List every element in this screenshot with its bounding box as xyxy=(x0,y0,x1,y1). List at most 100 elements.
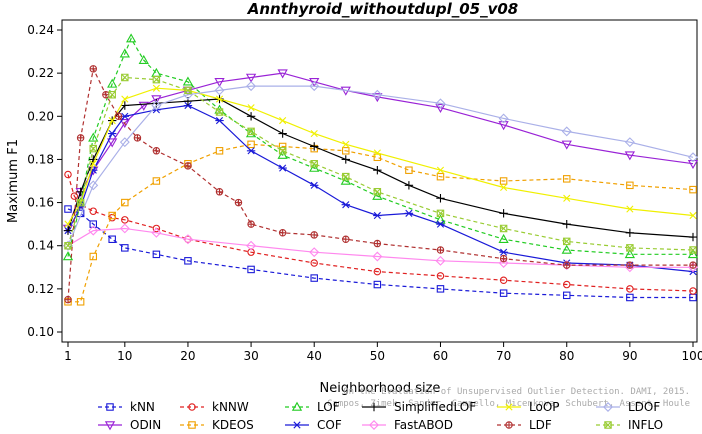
data-point-knnw xyxy=(152,224,161,233)
data-point-ldf xyxy=(278,229,287,237)
legend-marker xyxy=(603,402,613,412)
x-tick-label: 30 xyxy=(243,349,258,363)
data-point-inflo xyxy=(499,224,508,233)
credit-line-1: Campos, Zimek, Sander, Campello, Micenko… xyxy=(327,399,690,409)
data-point-odin xyxy=(561,140,572,150)
y-axis: 0.10 0.12 0.14 0.16 0.18 0.20 0.22 0.24 xyxy=(27,23,62,339)
data-point-cof xyxy=(246,147,256,155)
data-point-simplifiedlof xyxy=(341,155,350,164)
credit-line-2: On the Evaluation of Unsupervised Outlie… xyxy=(343,387,690,397)
data-point-knnw xyxy=(373,267,382,276)
y-tick-label: 0.10 xyxy=(27,325,54,339)
data-point-inflo xyxy=(562,237,571,246)
data-point-loop xyxy=(626,205,634,213)
data-point-lof xyxy=(340,175,351,185)
data-point-odin xyxy=(309,78,320,88)
legend-label: COF xyxy=(317,418,342,432)
data-point-loop xyxy=(247,104,255,112)
legend-label: SimplifiedLOF xyxy=(394,400,476,414)
y-tick-label: 0.16 xyxy=(27,196,54,210)
series-line-knn xyxy=(67,208,693,299)
series-loop xyxy=(64,84,697,228)
data-point-kdeos xyxy=(342,147,350,155)
data-point-knnw xyxy=(499,276,508,284)
chart-title: Annthyroid_withoutdupl_05_v08 xyxy=(247,0,519,18)
legend-marker xyxy=(291,401,303,411)
data-point-knnw xyxy=(626,285,634,293)
data-point-knnw xyxy=(64,170,72,179)
legend-label: LOF xyxy=(317,400,340,414)
data-point-fastabod xyxy=(435,255,446,266)
data-point-ldf xyxy=(626,261,634,269)
data-point-inflo xyxy=(64,241,72,250)
data-point-simplifiedlof xyxy=(625,228,635,237)
data-point-ldf xyxy=(152,147,161,155)
data-point-knn xyxy=(152,250,161,259)
data-point-ldof xyxy=(309,81,320,92)
data-point-kdeos xyxy=(689,185,697,194)
data-point-knn xyxy=(626,293,634,302)
legend-marker xyxy=(292,421,302,429)
data-point-ldf xyxy=(247,220,255,228)
data-point-odin xyxy=(624,151,636,161)
data-point-loop xyxy=(108,117,116,125)
data-point-inflo xyxy=(108,90,116,99)
data-point-lof xyxy=(624,249,636,259)
data-point-kdeos xyxy=(215,147,224,155)
data-point-kdeos xyxy=(436,172,445,181)
data-point-knnw xyxy=(247,248,255,256)
data-point-inflo xyxy=(184,86,192,95)
series-layer xyxy=(62,33,699,306)
data-point-knn xyxy=(499,289,508,297)
data-point-ldf xyxy=(234,198,243,207)
data-point-knn xyxy=(184,257,192,265)
legend-item-kdeos: KDEOS xyxy=(180,418,254,432)
data-point-fastabod xyxy=(88,225,99,236)
data-point-lof xyxy=(372,190,383,200)
data-point-knn xyxy=(121,244,129,252)
data-point-simplifiedlof xyxy=(278,129,287,138)
legend-marker xyxy=(104,421,116,431)
data-point-loop xyxy=(121,95,129,103)
legend-label: LDF xyxy=(529,418,552,432)
data-point-kdeos xyxy=(76,298,85,306)
y-tick-label: 0.18 xyxy=(27,152,54,166)
data-point-knnw xyxy=(121,216,129,224)
legend: kNN ODIN kNNW KDEOS LOF COF SimplifiedLOF FastA… xyxy=(98,400,663,432)
series-line-ldof xyxy=(67,85,694,246)
data-point-ldf xyxy=(689,261,697,269)
data-point-kdeos xyxy=(121,198,129,207)
data-point-cof xyxy=(499,248,508,256)
data-point-kdeos xyxy=(108,211,116,220)
data-point-simplifiedlof xyxy=(63,226,73,235)
legend-label: LoOP xyxy=(529,400,560,414)
data-point-fastabod xyxy=(182,234,193,245)
data-point-inflo xyxy=(89,144,98,153)
data-point-simplifiedlof xyxy=(373,166,382,175)
data-point-ldf xyxy=(436,246,445,254)
x-tick-label: 80 xyxy=(559,349,574,363)
data-point-inflo xyxy=(247,127,255,136)
data-point-ldf xyxy=(310,231,318,239)
legend-label: LDOF xyxy=(628,400,660,414)
data-point-knn xyxy=(562,291,571,300)
data-point-loop xyxy=(215,95,224,103)
data-point-lof xyxy=(435,214,446,224)
data-point-cof xyxy=(310,181,319,189)
data-point-inflo xyxy=(310,159,318,168)
data-point-odin xyxy=(107,138,118,148)
data-point-kdeos xyxy=(405,166,413,174)
data-point-simplifiedlof xyxy=(499,209,508,218)
data-point-ldf xyxy=(133,134,142,142)
series-line-simplifiedlof xyxy=(67,98,694,238)
x-tick-label: 10 xyxy=(117,349,132,363)
data-point-knnw xyxy=(310,259,318,267)
data-point-ldof xyxy=(561,126,572,137)
data-point-inflo xyxy=(689,246,697,254)
legend-item-simplifiedlof: SimplifiedLOF xyxy=(362,400,476,414)
series-ldf xyxy=(64,65,697,304)
x-tick-label: 90 xyxy=(622,349,637,363)
data-point-loop xyxy=(279,117,287,125)
data-point-inflo xyxy=(152,75,161,84)
data-point-cof xyxy=(183,101,193,110)
